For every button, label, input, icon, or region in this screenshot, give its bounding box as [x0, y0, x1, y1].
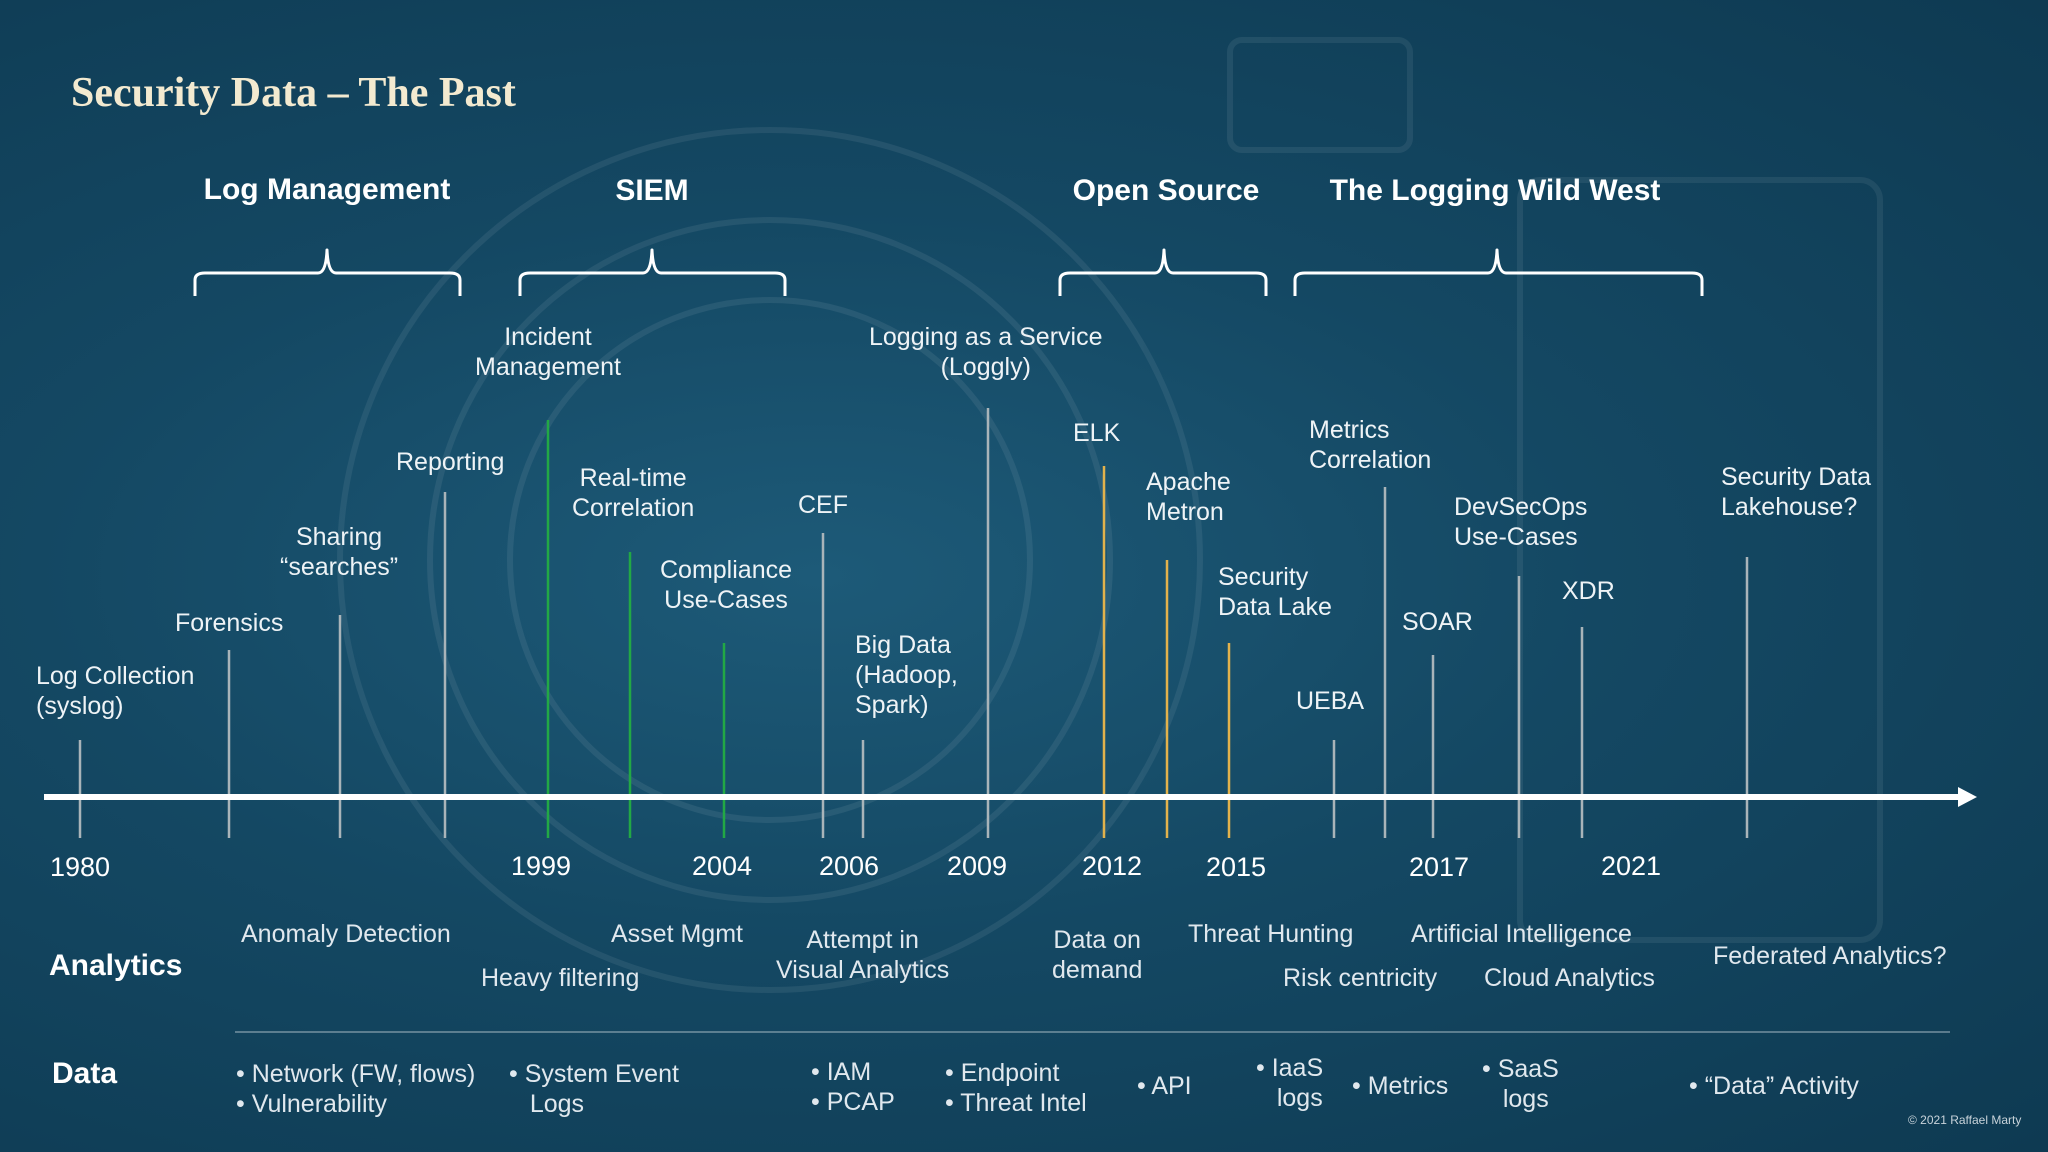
analytics-item: Threat Hunting [1188, 920, 1354, 948]
analytics-item: Artificial Intelligence [1411, 920, 1632, 948]
analytics-item: Risk centricity [1283, 964, 1438, 992]
era-logging-wild-west: The Logging Wild West [1329, 174, 1661, 207]
brace-open-source [1058, 248, 1268, 296]
analytics-item: Anomaly Detection [241, 920, 451, 948]
data-item: • Endpoint • Threat Intel [945, 1059, 1087, 1117]
data-item: • Metrics [1352, 1072, 1449, 1100]
year-label: 2004 [692, 851, 753, 881]
analytics-item: Data on demand [1052, 926, 1143, 984]
year-label: 2009 [947, 851, 1008, 881]
analytics-item: Asset Mgmt [611, 920, 743, 948]
data-item: • Network (FW, flows) • Vulnerability [236, 1060, 476, 1118]
era-siem: SIEM [615, 174, 689, 207]
event-xdr: XDR [1562, 577, 1615, 605]
year-label: 1980 [50, 852, 111, 882]
analytics-item: Attempt in Visual Analytics [776, 926, 950, 984]
data-item: • System Event Logs [509, 1060, 679, 1118]
event-compliance-use-cases: Compliance Use-Cases [660, 556, 793, 614]
year-label: 2012 [1082, 851, 1143, 881]
event-security-data-lake: Security Data Lake [1218, 563, 1332, 621]
event-sharing-searches: Sharing “searches” [280, 523, 399, 581]
brace-siem [518, 248, 787, 296]
year-label: 2015 [1206, 852, 1267, 882]
event-logging-as-a-service: Logging as a Service (Loggly) [869, 323, 1103, 381]
page-title: Security Data – The Past [71, 70, 516, 116]
event-devsecops-use-cases: DevSecOps Use-Cases [1454, 493, 1588, 551]
event-big-data: Big Data (Hadoop, Spark) [855, 631, 958, 719]
event-ueba: UEBA [1296, 687, 1365, 715]
event-apache-metron: Apache Metron [1146, 468, 1231, 526]
event-incident-management: Incident Management [475, 323, 621, 381]
analytics-item: Cloud Analytics [1484, 964, 1655, 992]
year-label: 2006 [819, 851, 880, 881]
event-log-collection: Log Collection (syslog) [36, 662, 195, 720]
data-item: • IaaS logs [1256, 1054, 1324, 1112]
year-label: 1999 [511, 851, 572, 881]
data-item: • SaaS logs [1482, 1055, 1559, 1113]
era-log-management: Log Management [203, 173, 451, 206]
data-item: • API [1137, 1072, 1192, 1100]
brace-log-management [193, 248, 462, 296]
timeline-arrowhead [1958, 787, 1977, 807]
data-item: • IAM • PCAP [811, 1058, 895, 1116]
event-real-time-correlation: Real-time Correlation [572, 464, 695, 522]
copyright-notice: © 2021 Raffael Marty [1908, 1113, 2022, 1127]
event-cef: CEF [798, 491, 848, 519]
event-soar: SOAR [1402, 608, 1473, 636]
analytics-heading: Analytics [49, 949, 183, 982]
brace-wild-west [1293, 248, 1704, 296]
era-open-source: Open Source [1072, 174, 1260, 207]
analytics-item: Federated Analytics? [1713, 942, 1947, 970]
analytics-item: Heavy filtering [481, 964, 640, 992]
event-metrics-correlation: Metrics Correlation [1309, 416, 1432, 474]
data-item: • “Data” Activity [1689, 1072, 1859, 1100]
event-security-data-lakehouse: Security Data Lakehouse? [1721, 463, 1872, 521]
event-forensics: Forensics [175, 609, 284, 637]
event-reporting: Reporting [396, 448, 505, 476]
event-elk: ELK [1073, 419, 1121, 447]
year-label: 2017 [1409, 852, 1470, 882]
year-label: 2021 [1601, 851, 1662, 881]
data-heading: Data [52, 1057, 118, 1090]
